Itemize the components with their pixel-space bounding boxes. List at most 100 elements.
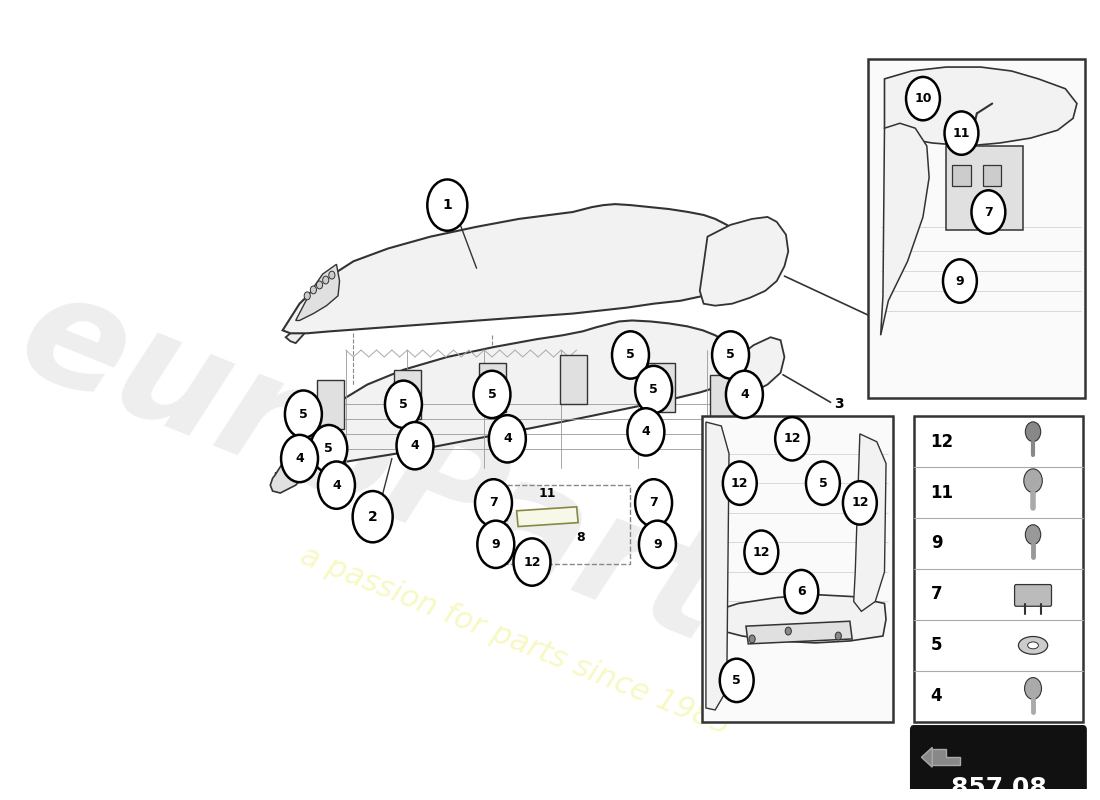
Polygon shape xyxy=(746,622,852,644)
FancyBboxPatch shape xyxy=(394,370,421,419)
Circle shape xyxy=(784,570,818,614)
Text: 12: 12 xyxy=(752,546,770,558)
Circle shape xyxy=(473,370,510,418)
Polygon shape xyxy=(922,747,932,767)
Polygon shape xyxy=(700,217,789,306)
Circle shape xyxy=(612,331,649,378)
Circle shape xyxy=(514,538,550,586)
Circle shape xyxy=(322,276,329,284)
Text: euroParts: euroParts xyxy=(0,258,832,709)
FancyBboxPatch shape xyxy=(946,146,1023,230)
Text: 9: 9 xyxy=(653,538,662,551)
Circle shape xyxy=(627,408,664,455)
Text: 4: 4 xyxy=(332,478,341,492)
Text: 857 08: 857 08 xyxy=(950,776,1046,800)
Text: 8: 8 xyxy=(576,531,585,544)
Circle shape xyxy=(385,381,422,428)
Polygon shape xyxy=(283,204,752,334)
Circle shape xyxy=(310,286,317,294)
Circle shape xyxy=(329,271,334,279)
Text: 6: 6 xyxy=(798,585,805,598)
Circle shape xyxy=(971,190,1005,234)
Text: 11: 11 xyxy=(931,483,954,502)
Circle shape xyxy=(835,632,842,640)
FancyBboxPatch shape xyxy=(911,726,1086,800)
FancyBboxPatch shape xyxy=(648,363,675,412)
Circle shape xyxy=(745,530,779,574)
FancyBboxPatch shape xyxy=(953,165,970,186)
FancyBboxPatch shape xyxy=(702,416,893,722)
FancyBboxPatch shape xyxy=(1014,585,1052,606)
Text: 4: 4 xyxy=(295,452,304,465)
FancyBboxPatch shape xyxy=(983,165,1001,186)
Polygon shape xyxy=(275,321,737,475)
Text: 2: 2 xyxy=(367,510,377,524)
Circle shape xyxy=(488,415,526,462)
Text: 4: 4 xyxy=(410,439,419,452)
Polygon shape xyxy=(881,123,930,335)
Text: 4: 4 xyxy=(503,432,512,446)
Text: 12: 12 xyxy=(783,432,801,446)
Text: 12: 12 xyxy=(851,496,869,510)
Circle shape xyxy=(945,111,978,155)
Circle shape xyxy=(635,479,672,526)
Text: 5: 5 xyxy=(818,477,827,490)
Text: 12: 12 xyxy=(524,555,541,569)
Circle shape xyxy=(719,658,754,702)
Circle shape xyxy=(843,481,877,525)
Text: 5: 5 xyxy=(726,349,735,362)
Text: 9: 9 xyxy=(931,534,943,553)
Polygon shape xyxy=(884,67,1077,146)
Circle shape xyxy=(1025,525,1041,545)
FancyBboxPatch shape xyxy=(560,355,586,404)
Text: 5: 5 xyxy=(324,442,333,455)
FancyBboxPatch shape xyxy=(914,416,1084,722)
FancyBboxPatch shape xyxy=(710,374,737,424)
FancyBboxPatch shape xyxy=(478,363,506,412)
Text: 5: 5 xyxy=(931,636,943,654)
Circle shape xyxy=(396,422,433,470)
Polygon shape xyxy=(854,434,886,611)
Circle shape xyxy=(282,435,318,482)
Text: 7: 7 xyxy=(490,496,498,510)
Text: 9: 9 xyxy=(492,538,500,551)
Polygon shape xyxy=(286,219,738,343)
Text: 4: 4 xyxy=(740,388,749,401)
Text: 7: 7 xyxy=(649,496,658,510)
FancyBboxPatch shape xyxy=(317,380,344,429)
Polygon shape xyxy=(296,264,340,321)
Text: a passion for parts since 1985: a passion for parts since 1985 xyxy=(296,541,734,741)
Text: 7: 7 xyxy=(931,586,943,603)
Text: 10: 10 xyxy=(914,92,932,105)
Polygon shape xyxy=(271,434,311,493)
Circle shape xyxy=(639,521,675,568)
Circle shape xyxy=(1024,678,1042,699)
Ellipse shape xyxy=(1019,637,1047,654)
Polygon shape xyxy=(725,338,784,396)
Circle shape xyxy=(712,331,749,378)
Text: 12: 12 xyxy=(931,433,954,450)
Polygon shape xyxy=(931,750,960,765)
Text: 4: 4 xyxy=(931,687,943,706)
Text: 5: 5 xyxy=(487,388,496,401)
Circle shape xyxy=(785,627,791,635)
Circle shape xyxy=(317,281,322,289)
Text: 3: 3 xyxy=(835,398,844,411)
Ellipse shape xyxy=(1027,642,1038,649)
Circle shape xyxy=(723,462,757,505)
Polygon shape xyxy=(712,594,886,643)
Circle shape xyxy=(475,479,512,526)
Circle shape xyxy=(726,370,763,418)
Circle shape xyxy=(285,390,322,438)
Circle shape xyxy=(427,179,468,230)
Text: 11: 11 xyxy=(953,126,970,140)
Text: 7: 7 xyxy=(984,206,993,218)
Text: 5: 5 xyxy=(733,674,741,687)
Circle shape xyxy=(1025,422,1041,442)
Circle shape xyxy=(749,635,756,643)
Circle shape xyxy=(318,462,355,509)
Circle shape xyxy=(305,292,310,300)
Polygon shape xyxy=(517,507,579,526)
Text: 5: 5 xyxy=(626,349,635,362)
Text: 9: 9 xyxy=(956,274,965,287)
